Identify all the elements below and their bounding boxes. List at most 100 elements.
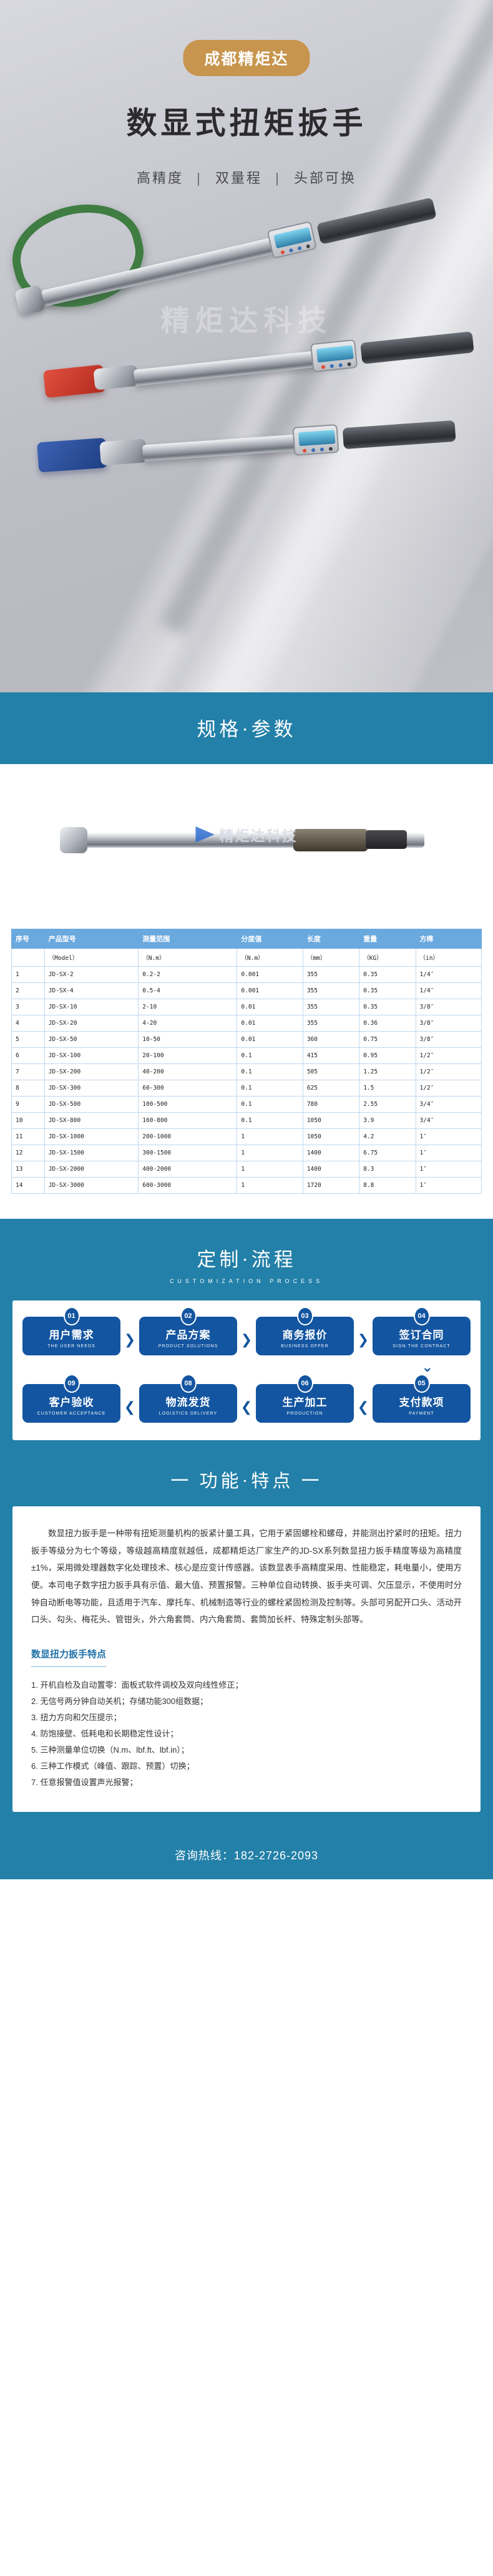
- th-index: 序号: [11, 929, 45, 949]
- cell-weight: 6.75: [359, 1145, 416, 1161]
- step-label-en: PAYMENT: [409, 1411, 434, 1416]
- cell-division: 1: [237, 1128, 303, 1145]
- cell-range: 0.5-4: [138, 982, 238, 999]
- cell-square-drive: 3/8″: [415, 1015, 482, 1032]
- cell-division: 0.01: [237, 1015, 303, 1032]
- wrench-grip-top: [316, 197, 437, 245]
- cell-model: JD-SX-3000: [44, 1177, 139, 1194]
- product-photo-group: 精炬达科技: [0, 0, 493, 692]
- cell-range: 600-3000: [138, 1177, 238, 1194]
- cell-division: 0.1: [237, 1096, 303, 1113]
- cell-range: 20-100: [138, 1047, 238, 1064]
- cell-weight: 0.75: [359, 1031, 416, 1048]
- cell-weight: 4.2: [359, 1128, 416, 1145]
- photo-wrench-head: [60, 827, 87, 853]
- cell-weight: 0.95: [359, 1047, 416, 1064]
- cell-weight: 3.9: [359, 1112, 416, 1129]
- process-step-05[interactable]: 05 支付款项 PAYMENT: [373, 1374, 471, 1423]
- cell-division: 0.01: [237, 1031, 303, 1048]
- step-number-badge: 05: [413, 1374, 430, 1393]
- cell-length: 360: [302, 1031, 360, 1048]
- cell-square-drive: 1/2″: [415, 1047, 482, 1064]
- step-label-zh: 用户需求: [49, 1329, 94, 1341]
- cell-square-drive: 1″: [415, 1177, 482, 1194]
- cell-weight: 2.55: [359, 1096, 416, 1113]
- display-screen-middle: [316, 345, 354, 363]
- process-step-09[interactable]: 09 客户验收 CUSTOMER ACCEPTANCE: [22, 1374, 120, 1423]
- cell-model: JD-SX-100: [44, 1047, 139, 1064]
- table-header-row: 序号 产品型号 测量范围 分度值 长度 重量 方榫: [11, 929, 482, 949]
- step-label-en: LOGISTICS DELIVERY: [159, 1411, 218, 1416]
- unit-weight: （KG）: [359, 948, 416, 967]
- th-weight: 重量: [359, 929, 416, 949]
- process-title-zh: 定制·流程: [197, 1249, 296, 1271]
- list-item: 5. 三种测量单位切换（N.m、lbf.ft、lbf.in）；: [31, 1745, 189, 1755]
- hero-subtitle: 高精度 | 双量程 | 头部可换: [0, 167, 493, 187]
- chevron-down-icon: ⌄: [421, 1359, 433, 1375]
- process-title-en: CUSTOMIZATION PROCESS: [169, 1278, 324, 1284]
- cell-square-drive: 3/8″: [415, 999, 482, 1015]
- step-number-badge: 02: [180, 1307, 197, 1325]
- product-detail-page: 成都精炬达 数显式扭矩扳手 高精度 | 双量程 | 头部可换: [0, 0, 493, 1880]
- th-length: 长度: [302, 929, 360, 949]
- cell-model: JD-SX-1500: [44, 1145, 139, 1161]
- play-triangle-icon: [195, 826, 215, 843]
- features-list: 1. 开机自检及自动置零：面板式软件调校及双向线性修正； 2. 无信号两分钟自动…: [31, 1677, 462, 1791]
- features-title: 一 功能·特点 一: [170, 1471, 323, 1491]
- chevron-left-icon: ❮: [240, 1399, 253, 1415]
- socket-adapter-middle: [93, 364, 139, 390]
- photo-wrench-endcap: [366, 830, 407, 849]
- cell-model: JD-SX-500: [44, 1096, 139, 1113]
- table-row: 10 JD-SX-800 160-800 0.1 1050 3.9 3/4″: [11, 1112, 482, 1129]
- step-label-zh: 物流发货: [165, 1397, 211, 1408]
- cell-model: JD-SX-200: [44, 1063, 139, 1080]
- step-label-zh: 产品方案: [165, 1329, 211, 1341]
- table-unit-row: （Model） （N.m） （N.m） （mm） （KG） （in）: [11, 948, 482, 967]
- cell-length: 1050: [302, 1128, 360, 1145]
- cell-range: 200-1000: [138, 1128, 238, 1145]
- cell-length: 625: [302, 1080, 360, 1097]
- step-number-badge: 04: [413, 1307, 430, 1325]
- list-item: 3. 扭力方向和欠压提示；: [31, 1713, 122, 1723]
- cell-range: 10-50: [138, 1031, 238, 1048]
- cell-model: JD-SX-1000: [44, 1128, 139, 1145]
- table-row: 4 JD-SX-20 4-20 0.01 355 0.36 3/8″: [11, 1015, 482, 1032]
- step-label-zh: 生产加工: [282, 1397, 328, 1408]
- step-label-zh: 客户验收: [49, 1397, 94, 1408]
- cell-range: 0.2-2: [138, 966, 238, 983]
- process-step-01[interactable]: 01 用户需求 THE USER NEEDS: [22, 1307, 120, 1355]
- process-step-03[interactable]: 03 商务报价 BUSINESS OFFER: [256, 1307, 354, 1355]
- cell-model: JD-SX-10: [44, 999, 139, 1015]
- spec-table-wrapper: 序号 产品型号 测量范围 分度值 长度 重量 方榫 （Model） （N.m） …: [0, 920, 493, 1219]
- cell-model: JD-SX-4: [44, 982, 139, 999]
- page-title: 数显式扭矩扳手: [126, 106, 367, 140]
- spec-table-body: （Model） （N.m） （N.m） （mm） （KG） （in） 1 JD-S…: [11, 948, 482, 1194]
- process-step-06[interactable]: 06 生产加工 PRODUCTION: [256, 1374, 354, 1423]
- cell-range: 60-300: [138, 1080, 238, 1097]
- process-row-top: 01 用户需求 THE USER NEEDS ❯ 02 产品方案 PRODUCT…: [22, 1307, 471, 1355]
- step-number-badge: 06: [296, 1374, 313, 1393]
- features-card: 数显扭力扳手是一种带有扭矩测量机构的扳紧计量工具，它用于紧固螺栓和螺母，并能测出…: [12, 1506, 481, 1813]
- cell-index: 1: [11, 966, 45, 983]
- cell-square-drive: 3/4″: [415, 1112, 482, 1129]
- process-row-bottom: 09 客户验收 CUSTOMER ACCEPTANCE ❮ 08 物流发货 LO…: [22, 1374, 471, 1423]
- process-step-02[interactable]: 02 产品方案 PRODUCT SOLUTIONS: [139, 1307, 237, 1355]
- cell-division: 0.1: [237, 1080, 303, 1097]
- hero-subtitle-separator-1: |: [197, 170, 202, 186]
- step-label-en: CUSTOMER ACCEPTANCE: [37, 1411, 106, 1416]
- unit-model: （Model）: [44, 948, 139, 967]
- cell-length: 355: [302, 966, 360, 983]
- hero-subtitle-separator-2: |: [275, 170, 281, 186]
- unit-index: [11, 948, 45, 967]
- process-step-04[interactable]: 04 签订合同 SIGN THE CONTRACT: [373, 1307, 471, 1355]
- brand-badge: 成都精炬达: [183, 40, 310, 76]
- digital-display-top: [266, 221, 318, 259]
- cell-index: 8: [11, 1080, 45, 1097]
- step-number-badge: 08: [180, 1374, 197, 1393]
- cell-square-drive: 1″: [415, 1161, 482, 1178]
- table-row: 9 JD-SX-500 100-500 0.1 780 2.55 3/4″: [11, 1096, 482, 1113]
- chevron-left-icon: ❮: [357, 1399, 369, 1415]
- display-buttons-middle: [319, 361, 354, 370]
- cell-division: 0.1: [237, 1063, 303, 1080]
- process-step-08[interactable]: 08 物流发货 LOGISTICS DELIVERY: [139, 1374, 237, 1423]
